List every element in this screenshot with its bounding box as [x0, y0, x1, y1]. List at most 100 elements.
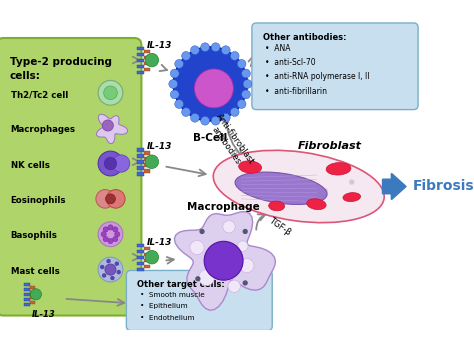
- Circle shape: [103, 227, 109, 232]
- Circle shape: [112, 155, 130, 172]
- Circle shape: [106, 194, 116, 204]
- Ellipse shape: [235, 172, 327, 204]
- Circle shape: [113, 236, 118, 242]
- Circle shape: [314, 193, 319, 198]
- Bar: [30, 301, 35, 303]
- Ellipse shape: [213, 150, 384, 223]
- Bar: [145, 265, 150, 268]
- Circle shape: [98, 80, 123, 105]
- Text: •  Epithelium: • Epithelium: [140, 303, 187, 309]
- Circle shape: [199, 270, 215, 286]
- Text: Other target cells:: Other target cells:: [137, 280, 225, 289]
- Circle shape: [110, 276, 115, 280]
- Text: Macrophages: Macrophages: [10, 125, 76, 134]
- Bar: [24, 283, 30, 286]
- Circle shape: [243, 79, 252, 89]
- FancyBboxPatch shape: [252, 23, 418, 110]
- Text: •  anti-RNA polymerase I, II: • anti-RNA polymerase I, II: [265, 72, 370, 82]
- Text: Basophils: Basophils: [10, 231, 57, 240]
- Circle shape: [103, 236, 109, 242]
- Circle shape: [191, 113, 200, 122]
- Bar: [145, 62, 150, 65]
- Circle shape: [113, 227, 118, 232]
- Bar: [24, 293, 30, 296]
- Circle shape: [242, 69, 250, 78]
- Circle shape: [237, 100, 246, 108]
- Circle shape: [228, 280, 240, 293]
- Bar: [145, 157, 150, 161]
- Bar: [145, 253, 150, 257]
- Circle shape: [211, 116, 220, 125]
- Bar: [137, 71, 145, 74]
- Circle shape: [104, 86, 117, 100]
- Ellipse shape: [307, 199, 326, 210]
- Text: NK cells: NK cells: [10, 161, 49, 170]
- Bar: [145, 56, 150, 60]
- Bar: [24, 303, 30, 306]
- Bar: [137, 166, 145, 170]
- Text: Fibroblast: Fibroblast: [298, 141, 362, 150]
- Bar: [137, 244, 145, 247]
- Circle shape: [243, 229, 248, 234]
- Circle shape: [230, 51, 239, 60]
- Text: •  anti-Scl-70: • anti-Scl-70: [265, 58, 316, 67]
- Bar: [137, 268, 145, 272]
- Circle shape: [201, 116, 210, 125]
- Bar: [30, 290, 35, 294]
- Circle shape: [230, 107, 239, 117]
- Circle shape: [223, 220, 235, 233]
- Text: Eosinophils: Eosinophils: [10, 196, 66, 205]
- Circle shape: [145, 53, 159, 67]
- FancyBboxPatch shape: [127, 271, 272, 330]
- Ellipse shape: [343, 193, 361, 202]
- Circle shape: [115, 232, 120, 237]
- Circle shape: [270, 195, 275, 200]
- Circle shape: [102, 120, 113, 131]
- Circle shape: [105, 264, 116, 275]
- Bar: [24, 298, 30, 301]
- Circle shape: [173, 47, 247, 121]
- Ellipse shape: [269, 201, 284, 211]
- Bar: [137, 52, 145, 56]
- Circle shape: [201, 43, 210, 52]
- Bar: [30, 295, 35, 299]
- Bar: [30, 286, 35, 289]
- Circle shape: [240, 259, 254, 273]
- Text: IL-13: IL-13: [32, 310, 56, 319]
- Circle shape: [237, 60, 246, 68]
- Bar: [145, 169, 150, 173]
- Circle shape: [204, 241, 243, 280]
- Circle shape: [200, 229, 205, 234]
- Circle shape: [296, 177, 301, 182]
- Bar: [137, 250, 145, 253]
- Circle shape: [221, 113, 230, 122]
- Circle shape: [349, 180, 355, 185]
- Text: Th2/Tc2 cell: Th2/Tc2 cell: [10, 90, 68, 99]
- Circle shape: [107, 190, 125, 208]
- Bar: [145, 163, 150, 167]
- Circle shape: [170, 69, 179, 78]
- Text: •  anti-fibrillarin: • anti-fibrillarin: [265, 86, 327, 96]
- Circle shape: [242, 90, 250, 99]
- Circle shape: [98, 222, 123, 247]
- Circle shape: [211, 43, 220, 52]
- Circle shape: [102, 273, 106, 278]
- Circle shape: [190, 240, 204, 254]
- Circle shape: [256, 175, 262, 180]
- Circle shape: [175, 100, 183, 108]
- Circle shape: [237, 241, 248, 251]
- FancyBboxPatch shape: [0, 38, 141, 316]
- Circle shape: [96, 190, 114, 208]
- Text: •  ANA: • ANA: [265, 44, 291, 53]
- Circle shape: [30, 289, 41, 300]
- Circle shape: [194, 69, 233, 108]
- Text: cells:: cells:: [10, 71, 41, 81]
- Text: •  Endothelium: • Endothelium: [140, 315, 194, 321]
- Text: IL-13: IL-13: [146, 41, 172, 50]
- Circle shape: [169, 79, 178, 89]
- Text: B-Cell: B-Cell: [193, 133, 228, 142]
- Circle shape: [170, 90, 179, 99]
- Text: Anti-fibroblast
antibodies: Anti-fibroblast antibodies: [206, 112, 255, 172]
- Bar: [145, 68, 150, 71]
- Bar: [145, 151, 150, 155]
